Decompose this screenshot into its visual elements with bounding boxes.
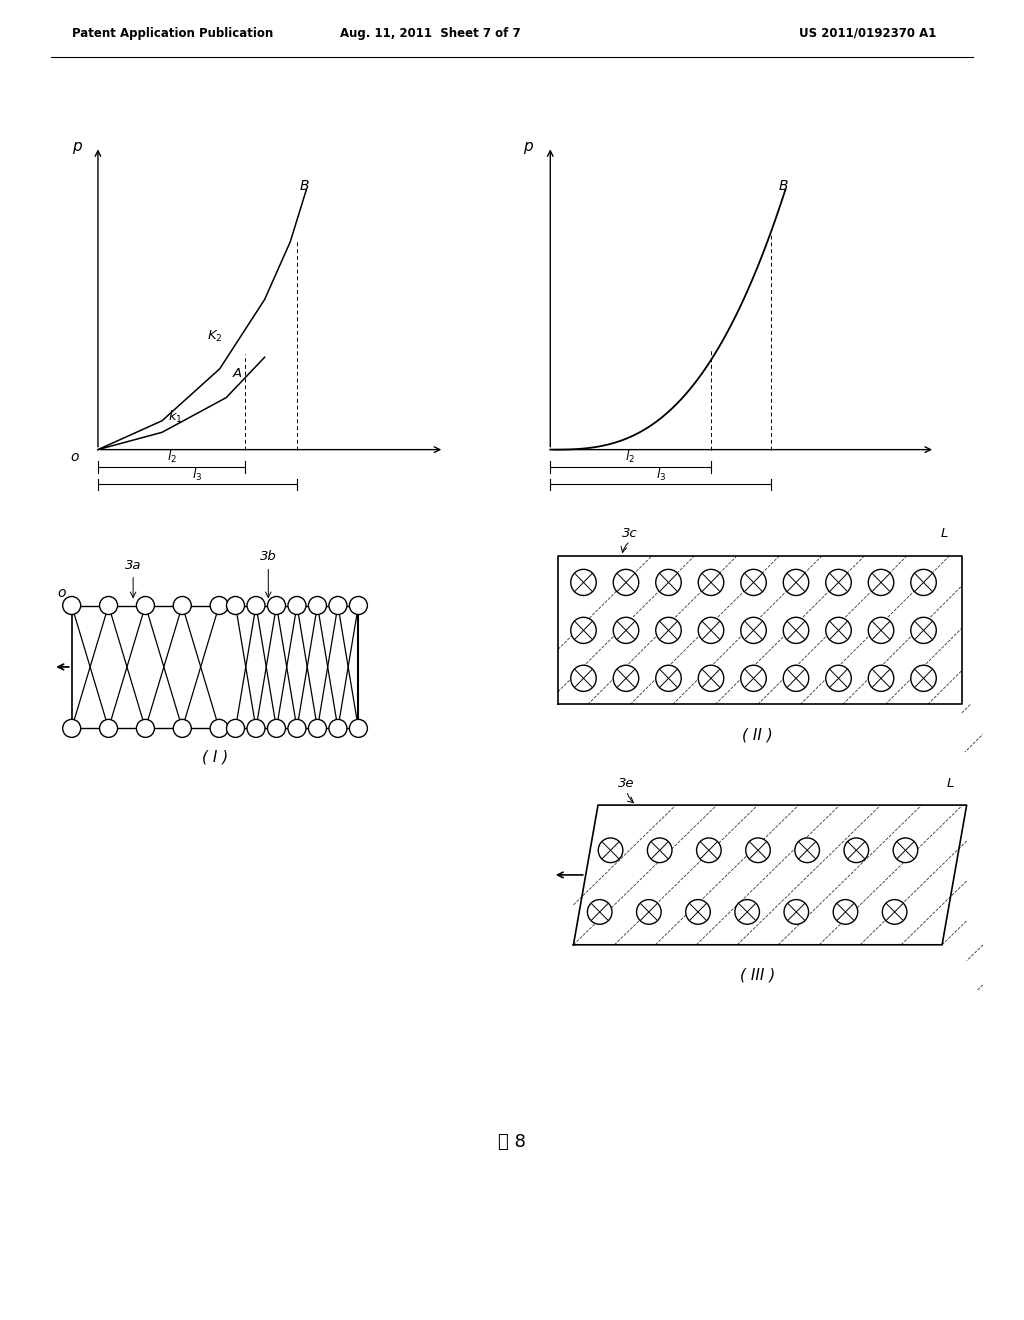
Circle shape bbox=[267, 597, 286, 615]
Circle shape bbox=[783, 665, 809, 692]
Circle shape bbox=[613, 569, 639, 595]
Circle shape bbox=[267, 719, 286, 738]
Text: ( I ): ( I ) bbox=[202, 750, 228, 764]
Circle shape bbox=[210, 719, 228, 738]
Text: $l_3$: $l_3$ bbox=[193, 466, 203, 483]
Text: $k_1$: $k_1$ bbox=[169, 409, 183, 425]
Circle shape bbox=[99, 719, 118, 738]
Circle shape bbox=[834, 900, 858, 924]
Circle shape bbox=[62, 719, 81, 738]
Circle shape bbox=[570, 665, 596, 692]
Circle shape bbox=[655, 618, 681, 643]
Circle shape bbox=[825, 618, 851, 643]
Text: L: L bbox=[940, 527, 948, 540]
Text: 3c: 3c bbox=[623, 527, 638, 540]
Circle shape bbox=[247, 719, 265, 738]
Circle shape bbox=[210, 597, 228, 615]
Circle shape bbox=[698, 665, 724, 692]
Text: o: o bbox=[71, 450, 79, 463]
Circle shape bbox=[329, 597, 347, 615]
Circle shape bbox=[62, 597, 81, 615]
Circle shape bbox=[226, 597, 245, 615]
Circle shape bbox=[910, 665, 936, 692]
Circle shape bbox=[613, 665, 639, 692]
Circle shape bbox=[868, 618, 894, 643]
Circle shape bbox=[910, 618, 936, 643]
Circle shape bbox=[740, 618, 766, 643]
Text: 3a: 3a bbox=[125, 558, 141, 572]
Circle shape bbox=[136, 719, 155, 738]
Text: ( III ): ( III ) bbox=[740, 968, 775, 982]
Circle shape bbox=[570, 618, 596, 643]
Text: US 2011/0192370 A1: US 2011/0192370 A1 bbox=[799, 26, 936, 40]
Circle shape bbox=[893, 838, 918, 862]
Circle shape bbox=[825, 665, 851, 692]
Circle shape bbox=[247, 597, 265, 615]
Circle shape bbox=[698, 569, 724, 595]
Circle shape bbox=[173, 719, 191, 738]
Text: $l_2$: $l_2$ bbox=[626, 449, 636, 465]
Text: p: p bbox=[523, 139, 532, 154]
Circle shape bbox=[226, 719, 245, 738]
Circle shape bbox=[308, 597, 327, 615]
Circle shape bbox=[735, 900, 760, 924]
Circle shape bbox=[349, 719, 368, 738]
Circle shape bbox=[698, 618, 724, 643]
Circle shape bbox=[783, 618, 809, 643]
Circle shape bbox=[740, 569, 766, 595]
Text: Aug. 11, 2011  Sheet 7 of 7: Aug. 11, 2011 Sheet 7 of 7 bbox=[340, 26, 520, 40]
Circle shape bbox=[99, 597, 118, 615]
Text: L: L bbox=[946, 776, 953, 789]
Text: B: B bbox=[300, 178, 309, 193]
Text: o: o bbox=[57, 586, 66, 601]
Circle shape bbox=[655, 665, 681, 692]
Circle shape bbox=[883, 900, 907, 924]
Text: B: B bbox=[778, 178, 787, 193]
Circle shape bbox=[868, 665, 894, 692]
Text: $K_2$: $K_2$ bbox=[207, 329, 222, 345]
Circle shape bbox=[844, 838, 868, 862]
Circle shape bbox=[588, 900, 612, 924]
Circle shape bbox=[329, 719, 347, 738]
Circle shape bbox=[308, 719, 327, 738]
Text: $l_2$: $l_2$ bbox=[167, 449, 177, 465]
Circle shape bbox=[598, 838, 623, 862]
Circle shape bbox=[647, 838, 672, 862]
Circle shape bbox=[288, 719, 306, 738]
Text: $l_3$: $l_3$ bbox=[655, 466, 666, 483]
Circle shape bbox=[795, 838, 819, 862]
Circle shape bbox=[910, 569, 936, 595]
Circle shape bbox=[686, 900, 711, 924]
Circle shape bbox=[696, 838, 721, 862]
Circle shape bbox=[570, 569, 596, 595]
Circle shape bbox=[740, 665, 766, 692]
Circle shape bbox=[868, 569, 894, 595]
Text: 3e: 3e bbox=[618, 776, 635, 789]
Circle shape bbox=[173, 597, 191, 615]
Text: Patent Application Publication: Patent Application Publication bbox=[72, 26, 273, 40]
Text: ( II ): ( II ) bbox=[742, 727, 773, 742]
Circle shape bbox=[136, 597, 155, 615]
Circle shape bbox=[655, 569, 681, 595]
Text: p: p bbox=[73, 139, 82, 154]
Circle shape bbox=[288, 597, 306, 615]
Circle shape bbox=[784, 900, 809, 924]
Circle shape bbox=[825, 569, 851, 595]
Text: 3b: 3b bbox=[260, 550, 276, 564]
Circle shape bbox=[783, 569, 809, 595]
Circle shape bbox=[613, 618, 639, 643]
Circle shape bbox=[349, 597, 368, 615]
Text: 图 8: 图 8 bbox=[498, 1133, 526, 1151]
Text: A: A bbox=[232, 367, 242, 380]
Circle shape bbox=[637, 900, 662, 924]
Circle shape bbox=[745, 838, 770, 862]
